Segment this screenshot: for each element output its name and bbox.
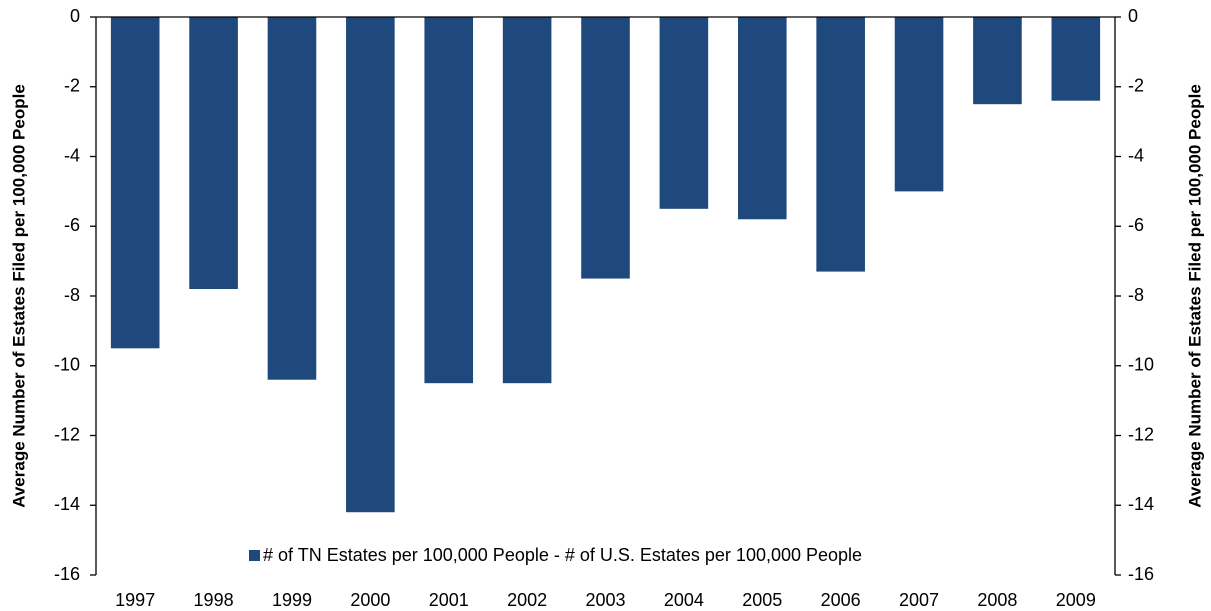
y2-tick-label: -4 [1128,145,1144,165]
x-tick-label: 2006 [821,590,861,610]
bar [1051,17,1101,101]
y-tick-label: -12 [54,424,80,444]
y-tick-label: -16 [54,564,80,584]
y2-tick-label: -12 [1128,424,1154,444]
x-tick-label: 1997 [115,590,155,610]
bar [110,17,160,349]
y-tick-label: -14 [54,494,80,514]
bar [816,17,865,272]
bar [189,17,238,290]
bar [973,17,1022,105]
y2-tick-label: -10 [1128,355,1154,375]
x-tick-label: 2002 [507,590,547,610]
bar [659,17,709,209]
y-tick-label: -2 [64,76,80,96]
x-tick-label: 2004 [664,590,704,610]
y-tick-label: -4 [64,145,80,165]
x-tick-label: 1999 [272,590,312,610]
bar [424,17,474,384]
y2-tick-label: -8 [1128,285,1144,305]
y2-tick-label: 0 [1128,6,1138,26]
y2-tick-label: -2 [1128,76,1144,96]
bar [894,17,944,192]
x-tick-label: 2009 [1056,590,1096,610]
x-tick-label: 2008 [977,590,1017,610]
y-tick-label: -8 [64,285,80,305]
bar [346,17,395,513]
y-tick-label: 0 [70,6,80,26]
y2-tick-label: -14 [1128,494,1154,514]
y-tick-label: -6 [64,215,80,235]
legend-swatch [249,550,260,561]
x-tick-label: 2005 [742,590,782,610]
x-tick-label: 2007 [899,590,939,610]
y2-tick-label: -16 [1128,564,1154,584]
x-tick-label: 2001 [429,590,469,610]
x-tick-label: 1998 [194,590,234,610]
bar [737,17,787,220]
bar [502,17,552,384]
legend-label: # of TN Estates per 100,000 People - # o… [263,545,862,565]
y-axis-label: Average Number of Estates Filed per 100,… [9,84,28,508]
bar [267,17,317,380]
y2-tick-label: -6 [1128,215,1144,235]
x-tick-label: 2003 [585,590,625,610]
y-tick-label: -10 [54,355,80,375]
bar [581,17,630,279]
x-tick-label: 2000 [350,590,390,610]
y2-axis-label: Average Number of Estates Filed per 100,… [1185,84,1204,508]
